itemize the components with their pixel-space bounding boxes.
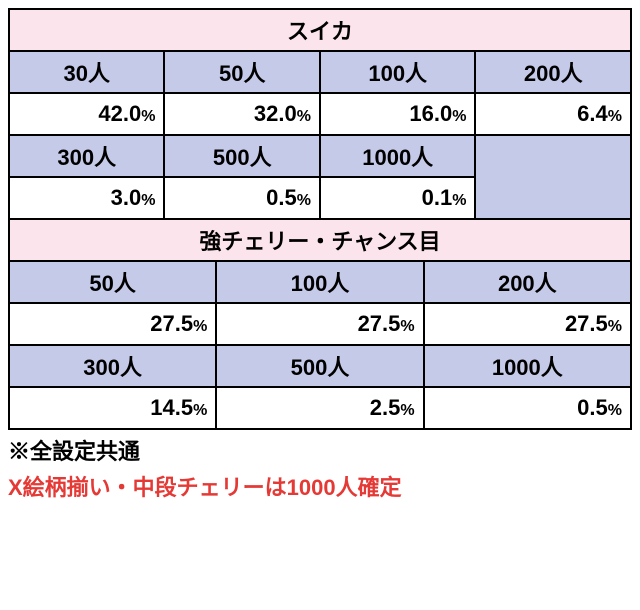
table-header: 100人 (216, 261, 423, 303)
table-header: 100人 (320, 51, 475, 93)
pct-symbol: % (193, 318, 207, 335)
table-header: 300人 (9, 135, 164, 177)
table-header: 30人 (9, 51, 164, 93)
table-cell: 27.5% (424, 303, 631, 345)
cell-value: 0.5 (577, 395, 608, 420)
cell-value: 6.4 (577, 101, 608, 126)
table-header: 200人 (424, 261, 631, 303)
pct-symbol: % (608, 318, 622, 335)
pct-symbol: % (400, 402, 414, 419)
cell-value: 14.5 (150, 395, 193, 420)
table-cell: 14.5% (9, 387, 216, 429)
table-cell: 0.5% (424, 387, 631, 429)
pct-symbol: % (297, 192, 311, 209)
pct-symbol: % (608, 402, 622, 419)
pct-symbol: % (141, 108, 155, 125)
table-header: 300人 (9, 345, 216, 387)
cell-value: 27.5 (150, 311, 193, 336)
cell-value: 32.0 (254, 101, 297, 126)
cherry-title: 強チェリー・チャンス目 (9, 219, 631, 261)
suika-table: スイカ 30人 50人 100人 200人 42.0% 32.0% 16.0% … (8, 8, 632, 430)
cell-value: 3.0 (111, 185, 142, 210)
empty-cell (475, 135, 631, 219)
pct-symbol: % (452, 192, 466, 209)
cell-value: 27.5 (565, 311, 608, 336)
pct-symbol: % (608, 108, 622, 125)
cell-value: 0.5 (266, 185, 297, 210)
table-cell: 2.5% (216, 387, 423, 429)
pct-symbol: % (452, 108, 466, 125)
cell-value: 2.5 (370, 395, 401, 420)
table-cell: 27.5% (216, 303, 423, 345)
table-cell: 16.0% (320, 93, 475, 135)
pct-symbol: % (193, 402, 207, 419)
cell-value: 16.0 (409, 101, 452, 126)
table-header: 1000人 (424, 345, 631, 387)
pct-symbol: % (141, 192, 155, 209)
table-cell: 6.4% (475, 93, 631, 135)
table-header: 50人 (9, 261, 216, 303)
table-header: 50人 (164, 51, 319, 93)
table-header: 500人 (216, 345, 423, 387)
pct-symbol: % (400, 318, 414, 335)
cell-value: 0.1 (422, 185, 453, 210)
table-cell: 27.5% (9, 303, 216, 345)
cell-value: 42.0 (98, 101, 141, 126)
table-cell: 32.0% (164, 93, 319, 135)
table-cell: 0.1% (320, 177, 475, 219)
table-header: 500人 (164, 135, 319, 177)
pct-symbol: % (297, 108, 311, 125)
footnote-common: ※全設定共通 (8, 434, 632, 466)
cell-value: 27.5 (358, 311, 401, 336)
table-cell: 42.0% (9, 93, 164, 135)
suika-title: スイカ (9, 9, 631, 51)
table-cell: 3.0% (9, 177, 164, 219)
table-header: 1000人 (320, 135, 475, 177)
table-cell: 0.5% (164, 177, 319, 219)
footnote-red: X絵柄揃い・中段チェリーは1000人確定 (8, 470, 632, 502)
table-header: 200人 (475, 51, 631, 93)
